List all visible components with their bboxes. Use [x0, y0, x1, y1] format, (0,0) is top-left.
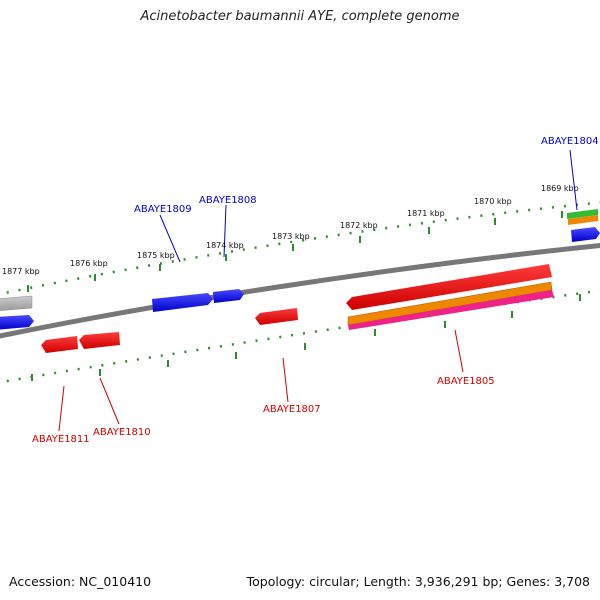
genome-backbone [0, 243, 600, 339]
leader-line [58, 385, 65, 432]
gene-label[interactable]: ABAYE1804 [541, 136, 599, 147]
leader-line [454, 329, 464, 373]
inner-major-ticks [31, 294, 581, 381]
map-title: Acinetobacter baumannii AYE, complete ge… [140, 9, 460, 24]
leader-line [223, 204, 227, 258]
gene-label[interactable]: ABAYE1808 [199, 195, 257, 206]
tick-label: 1870 kbp [474, 197, 512, 206]
tick-label: 1871 kbp [407, 209, 445, 218]
tick-label: 1877 kbp [2, 267, 40, 276]
gene-arrow-forward[interactable] [152, 293, 213, 312]
gene-label[interactable]: ABAYE1805 [437, 376, 495, 387]
tick-label: 1876 kbp [70, 259, 108, 268]
leader-line [569, 149, 578, 211]
leader-line [99, 377, 120, 425]
tick-labels: 1877 kbp 1876 kbp 1875 kbp 1874 kbp 1873… [2, 184, 579, 276]
reverse-genes [41, 264, 554, 353]
gene-label[interactable]: ABAYE1810 [93, 427, 151, 438]
gene-label[interactable]: ABAYE1807 [263, 404, 321, 415]
feature-bar-orange[interactable] [568, 215, 598, 225]
leader-lines [58, 149, 578, 432]
tick-label: 1873 kbp [272, 232, 310, 241]
gene-arrow-reverse[interactable] [346, 264, 552, 310]
accession-text: Accession: NC_010410 [9, 574, 152, 589]
gene-arrow-forward[interactable] [571, 227, 600, 242]
gene-arrow-forward[interactable] [213, 289, 244, 303]
gene-label[interactable]: ABAYE1811 [32, 434, 90, 445]
gene-labels: ABAYE1804 ABAYE1808 ABAYE1809 ABAYE1805 … [32, 136, 599, 445]
forward-genes [0, 209, 600, 330]
gene-arrow-reverse[interactable] [79, 332, 120, 349]
leader-line [282, 357, 289, 403]
genome-summary-text: Topology: circular; Length: 3,936,291 bp… [246, 574, 590, 589]
gene-arrow-gray[interactable] [0, 295, 33, 311]
gene-arrow-forward[interactable] [0, 315, 34, 330]
feature-bar-magenta[interactable] [348, 290, 554, 330]
tick-label: 1875 kbp [137, 251, 175, 260]
gene-arrow-reverse[interactable] [255, 308, 298, 325]
outer-major-ticks [27, 211, 563, 292]
gene-arrow-reverse[interactable] [41, 336, 78, 353]
leader-line [159, 214, 181, 263]
tick-label: 1869 kbp [541, 184, 579, 193]
tick-label: 1872 kbp [340, 221, 378, 230]
gene-label[interactable]: ABAYE1809 [134, 204, 192, 215]
feature-bar-green[interactable] [567, 209, 598, 219]
